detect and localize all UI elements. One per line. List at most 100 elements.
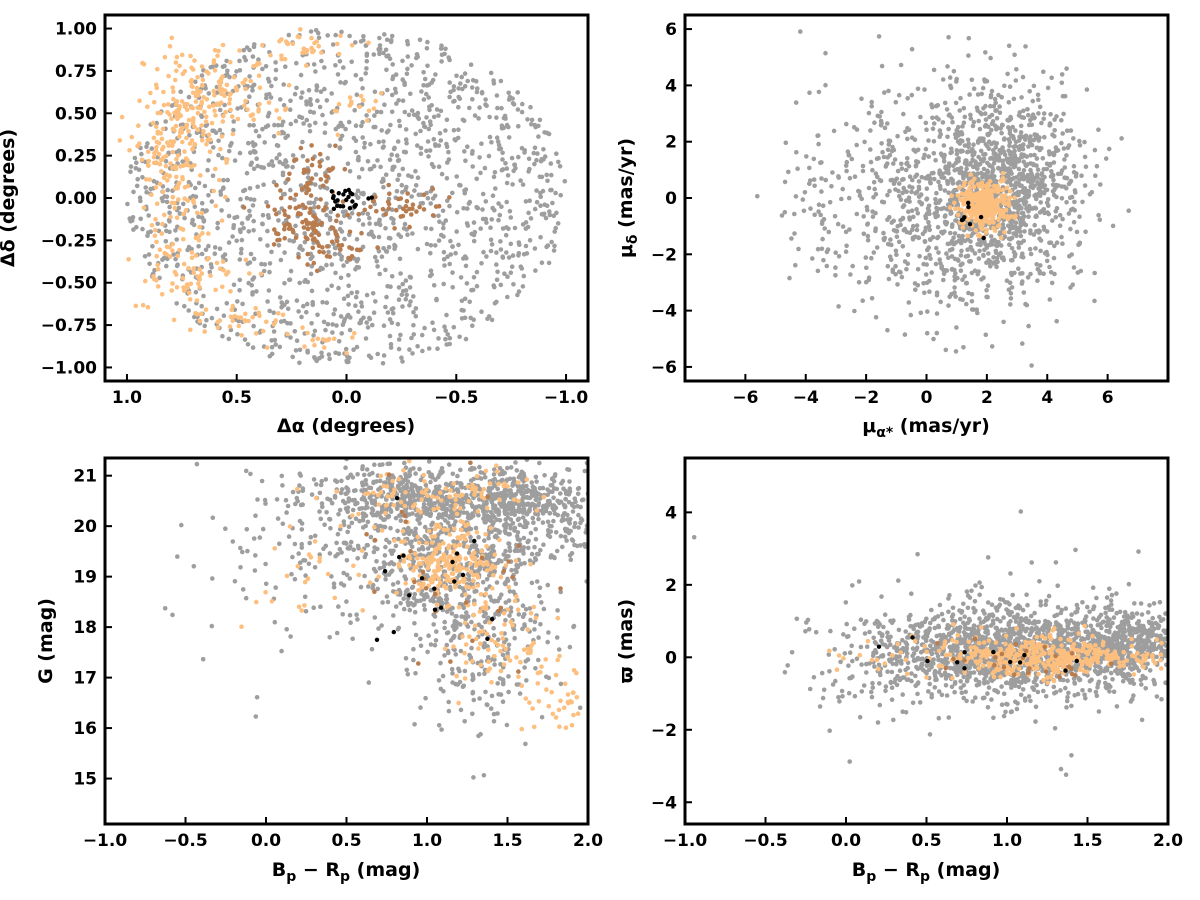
data-point-field xyxy=(881,230,886,236)
data-point-field xyxy=(926,173,931,179)
data-point-field xyxy=(831,128,837,134)
data-point-members-mid xyxy=(339,242,345,248)
data-point-field xyxy=(847,227,852,232)
data-point-field xyxy=(256,133,262,139)
data-point-field xyxy=(981,275,986,281)
data-point-field xyxy=(984,78,990,84)
data-point-field xyxy=(823,50,828,56)
data-point-members-light xyxy=(216,48,221,54)
data-point-members-light xyxy=(996,222,1002,228)
data-point-field xyxy=(793,194,799,199)
data-point-field xyxy=(145,141,150,146)
data-point-field xyxy=(557,164,563,169)
data-point-members-light xyxy=(174,68,179,74)
data-point-field xyxy=(345,475,351,480)
data-point-members-light xyxy=(983,230,989,235)
data-point-field xyxy=(1010,257,1015,263)
data-point-field xyxy=(946,179,951,185)
data-point-field xyxy=(1089,190,1095,195)
data-point-members-light xyxy=(253,305,258,311)
data-point-members-light xyxy=(347,95,353,100)
data-point-field xyxy=(905,156,910,161)
data-point-field xyxy=(939,229,944,235)
data-point-field xyxy=(927,289,932,295)
data-point-field xyxy=(496,142,502,148)
data-point-field xyxy=(970,153,975,158)
data-point-field xyxy=(1012,152,1017,158)
data-point-members-light xyxy=(172,128,177,133)
data-point-field xyxy=(489,217,495,222)
data-point-members-mid xyxy=(417,204,422,210)
data-point-field xyxy=(278,257,284,263)
data-point-field xyxy=(464,510,470,516)
data-point-field xyxy=(997,147,1002,153)
data-point-field xyxy=(819,176,824,181)
data-point-members-mid xyxy=(318,177,324,182)
data-point-members-light xyxy=(191,270,197,276)
data-point-field xyxy=(794,150,799,155)
data-point-field xyxy=(936,250,941,255)
data-point-field xyxy=(441,221,446,226)
data-point-field xyxy=(441,225,446,231)
data-point-members-light xyxy=(205,137,210,143)
data-point-field xyxy=(475,205,481,211)
data-point-field xyxy=(271,179,277,185)
data-point-field xyxy=(901,176,906,182)
data-point-field xyxy=(160,257,165,263)
data-point-field xyxy=(1037,229,1042,234)
data-point-field xyxy=(203,123,209,128)
data-point-field xyxy=(945,134,950,140)
data-point-members-light xyxy=(155,262,160,268)
data-point-field xyxy=(500,150,505,156)
data-point-field xyxy=(1042,174,1047,180)
data-point-members-core xyxy=(335,198,340,203)
data-point-field xyxy=(843,249,849,254)
data-point-members-light xyxy=(198,89,203,94)
data-point-field xyxy=(346,283,352,289)
data-point-field xyxy=(389,152,395,157)
data-point-members-light xyxy=(1012,215,1018,220)
data-point-field xyxy=(500,477,505,483)
data-point-field xyxy=(339,29,344,35)
data-point-field xyxy=(444,176,450,181)
data-point-members-light xyxy=(150,120,156,126)
data-point-field xyxy=(154,120,159,126)
data-point-field xyxy=(344,507,350,513)
data-point-field xyxy=(206,243,211,249)
data-point-field xyxy=(282,250,287,255)
data-point-field xyxy=(353,123,359,128)
data-point-field xyxy=(533,474,539,480)
data-point-field xyxy=(298,473,304,478)
data-point-field xyxy=(476,534,481,540)
data-point-field xyxy=(516,516,522,522)
data-point-field xyxy=(428,250,433,256)
data-point-field xyxy=(402,486,408,491)
data-point-field xyxy=(283,135,288,140)
data-point-field xyxy=(1036,111,1041,116)
data-point-members-light xyxy=(223,109,228,115)
data-point-field xyxy=(238,250,244,256)
data-point-field xyxy=(816,89,822,95)
data-point-field xyxy=(411,294,416,299)
data-point-members-light xyxy=(962,210,968,215)
data-point-field xyxy=(937,198,943,203)
data-point-members-light xyxy=(253,331,259,336)
data-point-members-light xyxy=(173,166,179,172)
data-point-field xyxy=(392,86,398,92)
data-point-field xyxy=(463,158,468,163)
data-point-members-mid xyxy=(386,206,392,211)
data-point-field xyxy=(1103,156,1109,161)
data-point-field xyxy=(344,314,350,319)
data-point-members-mid xyxy=(301,167,307,173)
data-point-field xyxy=(384,67,389,73)
data-point-field xyxy=(923,272,929,277)
data-point-field xyxy=(1093,173,1098,178)
data-point-field xyxy=(418,477,424,483)
data-point-field xyxy=(554,210,559,216)
data-point-field xyxy=(984,287,989,293)
data-point-members-light xyxy=(141,205,147,211)
data-point-field xyxy=(836,175,841,180)
data-point-field xyxy=(981,252,986,258)
data-point-members-light xyxy=(227,101,232,106)
data-point-field xyxy=(915,283,921,288)
